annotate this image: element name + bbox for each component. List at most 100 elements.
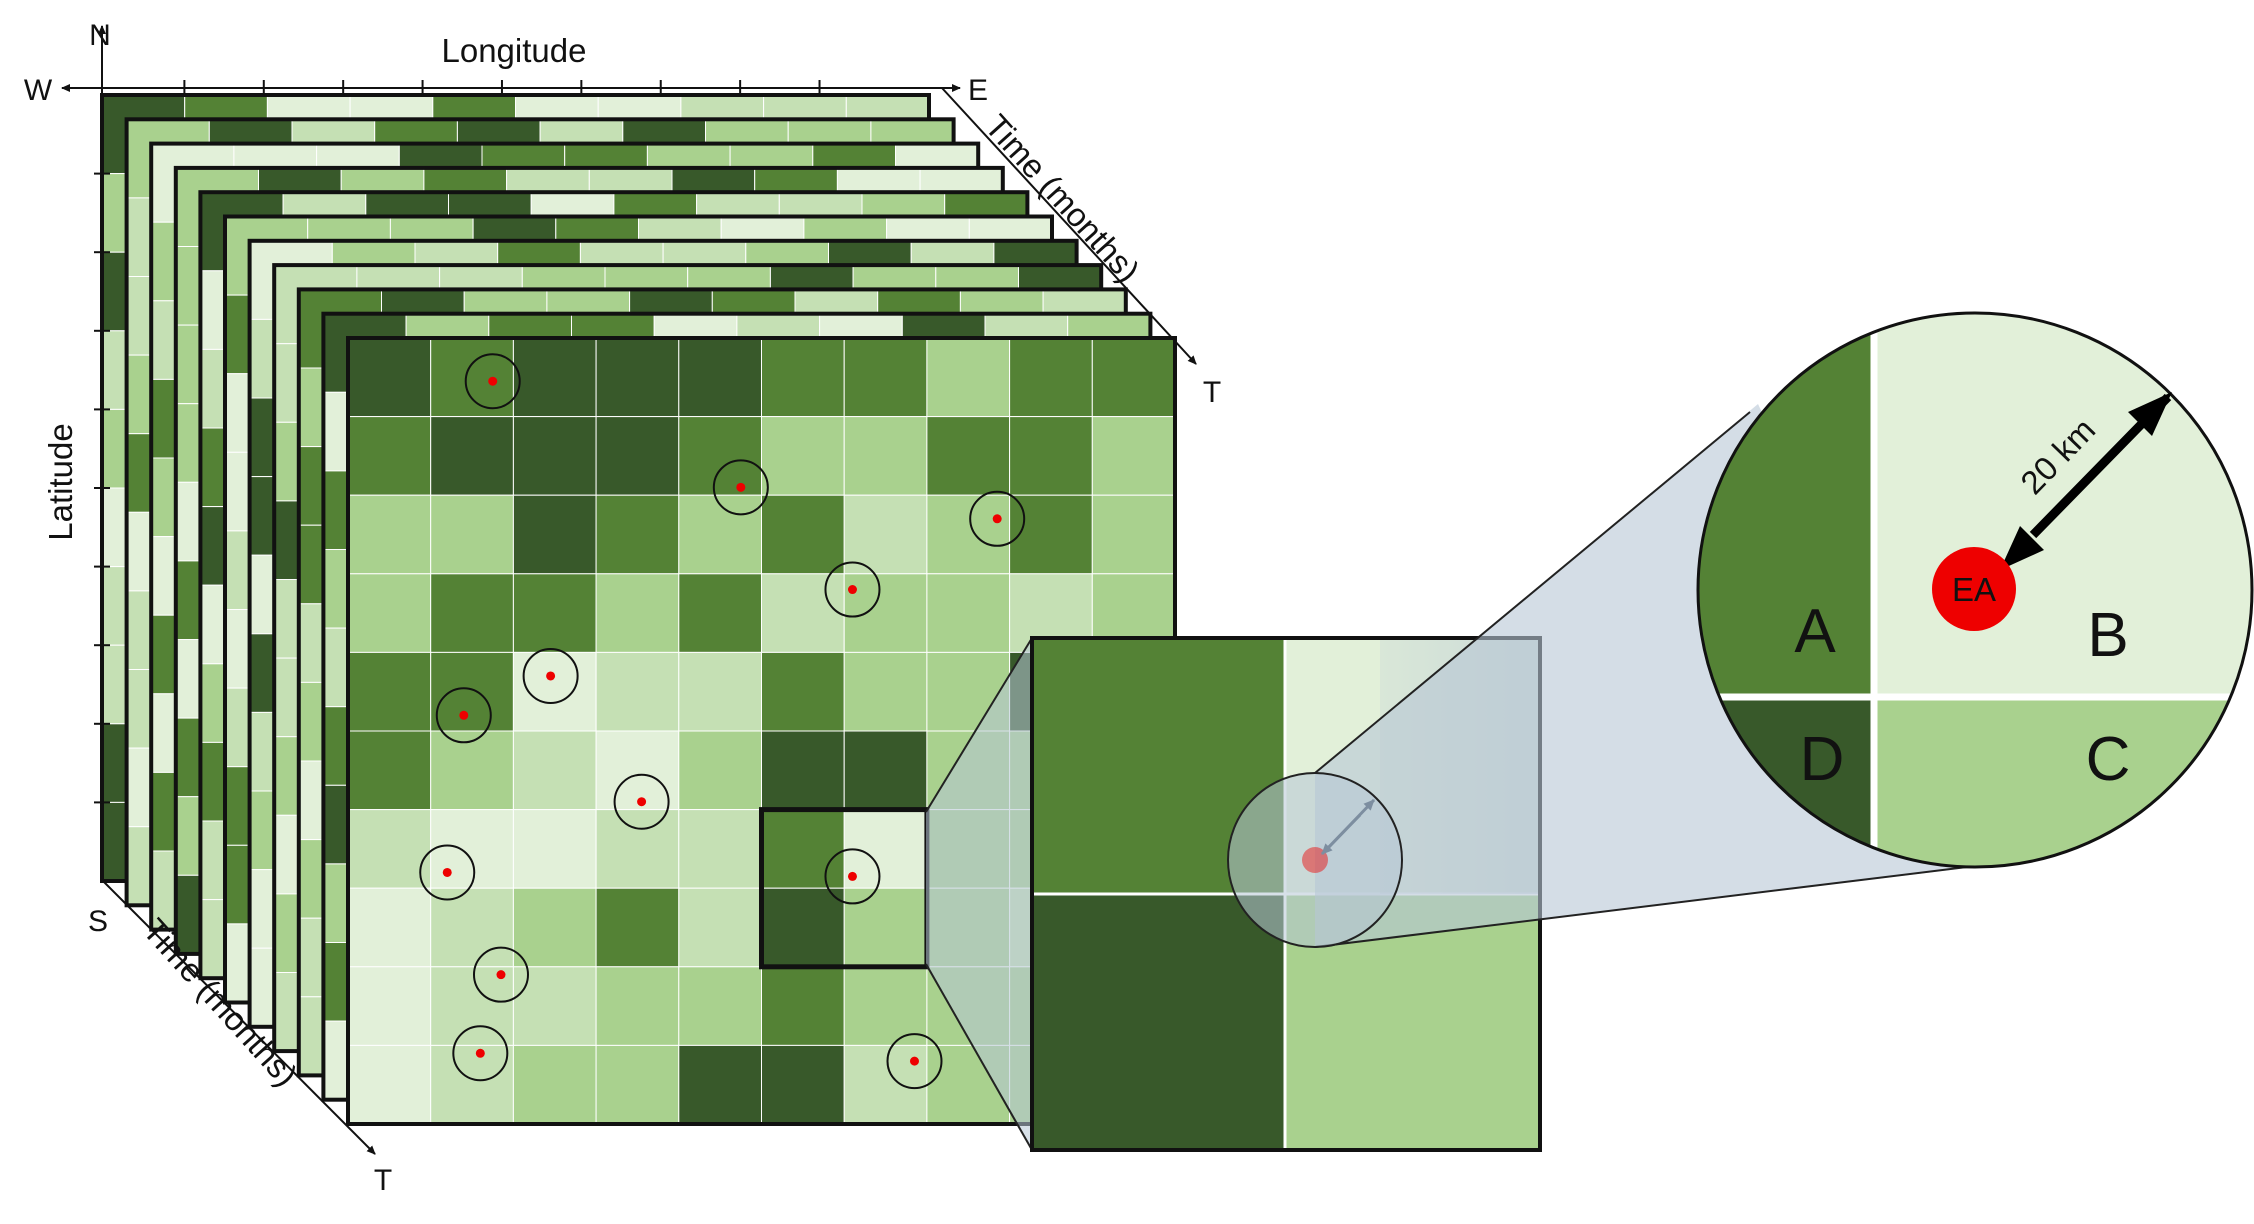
cone-line-lower xyxy=(1314,865,1976,948)
grid-cell xyxy=(678,1044,762,1125)
grid-cell xyxy=(678,573,762,653)
buffer-circle-small-outline xyxy=(1227,772,1403,948)
grid-cell xyxy=(843,416,928,496)
grid-cell xyxy=(347,573,432,653)
grid-cell xyxy=(1009,337,1093,418)
buffer-circle-large-outline xyxy=(1696,311,2254,869)
cell-label-c: C xyxy=(2086,725,2131,794)
grid-cell xyxy=(761,730,845,811)
buffer-circle xyxy=(452,1025,509,1082)
radius-arrowhead-outer xyxy=(2128,392,2172,436)
front-grid-layer xyxy=(346,336,1177,1126)
grid-cell xyxy=(512,1044,597,1125)
grid-cell xyxy=(347,730,432,811)
grid-cell xyxy=(512,809,597,889)
grid-cell xyxy=(512,494,597,575)
grid-cell xyxy=(1091,337,1176,418)
grid-cell xyxy=(1009,416,1093,496)
cone-line-upper xyxy=(1314,411,1751,774)
grid-cell xyxy=(347,1044,432,1125)
longitude-label: Longitude xyxy=(442,32,587,69)
time-axis-top xyxy=(941,87,1197,365)
grid-cell xyxy=(678,887,762,968)
buffer-circle xyxy=(824,561,881,618)
grid-cell xyxy=(430,730,514,811)
buffer-circle xyxy=(886,1033,943,1090)
grid-cell xyxy=(430,573,514,653)
grid-cell xyxy=(595,494,680,575)
enumeration-area-point xyxy=(736,482,746,492)
grid-cell xyxy=(595,1044,680,1125)
grid-cell xyxy=(1091,416,1176,496)
grid-cell xyxy=(347,494,432,575)
grid-cell xyxy=(1009,494,1093,575)
grid-cell xyxy=(678,651,762,732)
grid-cell xyxy=(843,494,928,575)
grid-cell xyxy=(595,730,680,811)
grid-cell xyxy=(926,416,1011,496)
enumeration-area-large xyxy=(1932,547,2016,631)
grid-cell xyxy=(430,809,514,889)
grid-cell xyxy=(430,1044,514,1125)
grid-cell xyxy=(595,337,680,418)
grid-cell xyxy=(843,337,928,418)
enumeration-area-point xyxy=(546,671,556,681)
grid-cell xyxy=(761,809,845,889)
grid-cell xyxy=(430,416,514,496)
grid-cell xyxy=(678,966,762,1046)
grid-cell xyxy=(430,494,514,575)
grid-cell xyxy=(761,651,845,732)
grid-cell xyxy=(347,887,432,968)
grid-cell xyxy=(678,416,762,496)
enumeration-area-label: EA xyxy=(1952,571,1996,608)
grid-layer-stack xyxy=(100,93,1177,1126)
grid-cell xyxy=(843,651,928,732)
west-label: W xyxy=(24,74,53,107)
grid-cell xyxy=(595,573,680,653)
buffer-circle xyxy=(824,848,881,905)
t-label-bottom: T xyxy=(374,1164,392,1197)
cell-label-a: A xyxy=(1794,597,1836,666)
grid-cell xyxy=(347,651,432,732)
grid-cell xyxy=(595,416,680,496)
grid-cell xyxy=(595,966,680,1046)
t-label-top: T xyxy=(1203,376,1221,409)
grid-cell xyxy=(843,730,928,811)
axis-ticks xyxy=(94,80,821,804)
grid-cell xyxy=(347,966,432,1046)
enumeration-area-point xyxy=(459,710,469,720)
cell-label-d: D xyxy=(1800,725,1845,794)
grid-cell xyxy=(843,887,928,968)
grid-cell xyxy=(761,416,845,496)
grid-cell xyxy=(512,337,597,418)
zoom-cone-first xyxy=(926,638,1032,1150)
enumeration-area-point xyxy=(992,514,1002,524)
grid-cell xyxy=(512,573,597,653)
enumeration-area-point xyxy=(847,871,857,881)
grid-cell xyxy=(430,337,514,418)
grid-cell xyxy=(761,337,845,418)
grid-cell xyxy=(512,416,597,496)
axes xyxy=(61,25,1197,1155)
grid-cell xyxy=(347,809,432,889)
radius-arrow-small-back xyxy=(1320,813,1362,856)
grid-cell xyxy=(843,573,928,653)
buffer-circle xyxy=(712,459,769,516)
grid-cell xyxy=(512,966,597,1046)
grid-cell xyxy=(926,494,1011,575)
east-label: E xyxy=(968,74,988,107)
buffer-circle xyxy=(969,490,1026,547)
grid-cell xyxy=(678,337,762,418)
buffer-circle xyxy=(419,844,476,901)
grid-cell xyxy=(1091,494,1176,575)
enumeration-area-point xyxy=(637,797,647,807)
north-label: N xyxy=(89,19,111,52)
cell-label-b: B xyxy=(2087,601,2128,670)
zoom-line-top xyxy=(925,637,1033,813)
radius-arrowhead-inner xyxy=(2000,526,2044,570)
grid-cell xyxy=(761,573,845,653)
grid-cell xyxy=(512,887,597,968)
grid-cell xyxy=(761,887,845,968)
enumeration-area-point xyxy=(909,1056,919,1066)
